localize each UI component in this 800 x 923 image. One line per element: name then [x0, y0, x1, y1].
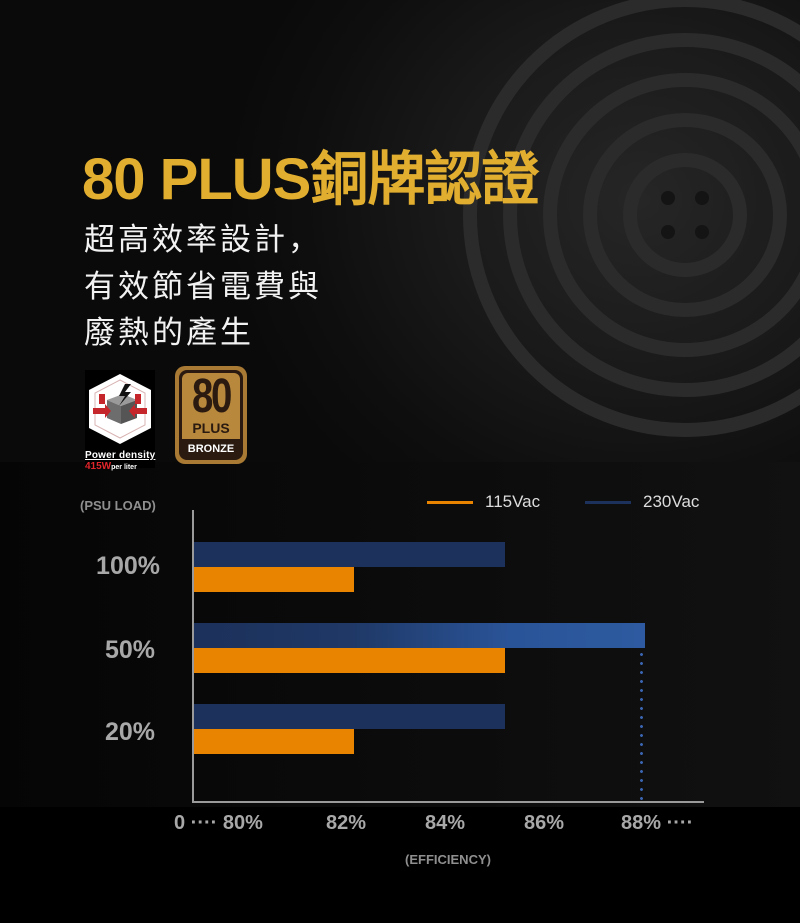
y-axis-label: (PSU LOAD)	[80, 498, 156, 513]
power-density-value: 415Wper liter	[85, 461, 137, 472]
category-50: 50%	[104, 636, 155, 664]
subtitle-line-2: 有效節省電費與	[84, 269, 322, 305]
bar-100-115vac	[194, 567, 354, 592]
bar-50-115vac	[194, 648, 505, 673]
x-axis	[192, 801, 704, 803]
badge-tier: BRONZE	[187, 443, 235, 455]
x-tick-82: 82%	[326, 812, 367, 834]
page-title: 80 PLUS銅牌認證	[82, 147, 539, 212]
category-100: 100%	[96, 552, 160, 580]
bar-50-230vac	[194, 623, 645, 648]
power-density-badge: Power density 415Wper liter	[85, 370, 156, 472]
badge-number: 80	[192, 370, 232, 423]
x-tick-88: 88% ····	[621, 812, 694, 834]
x-axis-label: (EFFICIENCY)	[405, 852, 491, 867]
bar-20-230vac	[194, 704, 505, 729]
y-axis	[192, 510, 194, 803]
x-tick-86: 86%	[524, 812, 565, 834]
legend-item-115vac: 115Vac	[427, 492, 540, 512]
legend-swatch-230	[585, 500, 631, 504]
legend-swatch-115	[427, 500, 473, 504]
power-density-label: Power density	[85, 450, 156, 461]
reference-dotted-line	[640, 650, 643, 802]
power-cube-icon	[89, 374, 151, 444]
subtitle-line-1: 超高效率設計，	[84, 222, 322, 258]
x-tick-84: 84%	[425, 812, 466, 834]
legend-item-230vac: 230Vac	[585, 492, 699, 512]
badge-plus: PLUS	[192, 420, 230, 436]
bar-100-230vac	[194, 542, 505, 567]
category-20: 20%	[104, 718, 155, 746]
bottom-background	[0, 807, 800, 923]
80-plus-bronze-badge: 80 PLUS BRONZE	[175, 366, 247, 464]
x-tick-80: 0 ···· 80%	[174, 812, 263, 834]
subtitle-line-3: 廢熱的產生	[84, 315, 254, 351]
bar-20-115vac	[194, 729, 354, 754]
fan-grille-icon	[463, 0, 800, 437]
